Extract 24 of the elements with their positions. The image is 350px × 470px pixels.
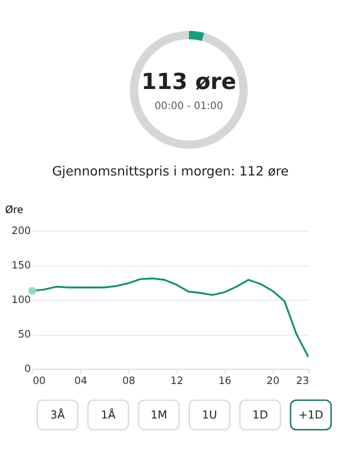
text: 00:00 - 01:00	[154, 101, 224, 112]
text: 1D	[252, 408, 268, 422]
x-tick-label: 00	[32, 376, 46, 388]
text: 1Å	[100, 408, 116, 422]
donut-slice	[130, 30, 248, 149]
y-tick-label: 0	[24, 364, 31, 376]
donut-slice	[188, 30, 204, 41]
y-axis-title: Øre	[5, 204, 24, 216]
y-tick-label: 150	[12, 260, 31, 272]
chart-title: Gjennomsnittspris i morgen: 112 øre	[52, 164, 289, 180]
text: 3Å	[50, 408, 66, 422]
x-tick-label: 16	[218, 376, 232, 388]
text: +1D	[298, 408, 324, 422]
text: 1M	[150, 408, 168, 422]
y-tick-label: 100	[12, 295, 31, 306]
y-tick-label: 200	[12, 226, 31, 237]
y-tick-label: 50	[18, 330, 31, 341]
x-tick-label: 20	[266, 376, 280, 388]
x-tick-label: 12	[170, 376, 184, 388]
x-tick-label: 04	[74, 376, 88, 388]
x-tick-label: 23	[296, 376, 310, 388]
text: 113 øre	[141, 68, 236, 95]
x-tick-label: 08	[122, 376, 136, 388]
text: 1U	[202, 408, 218, 422]
